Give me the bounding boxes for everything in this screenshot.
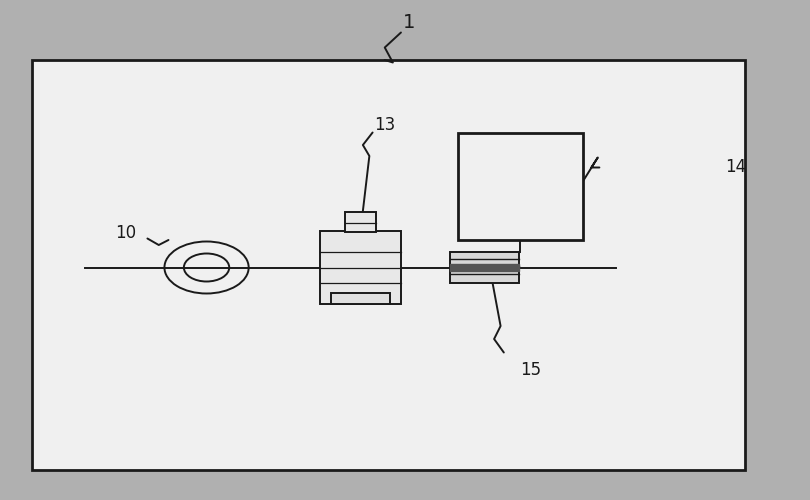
Bar (345, 212, 376, 232)
Text: 15: 15 (520, 361, 541, 379)
Text: 13: 13 (374, 116, 395, 134)
Bar (32, 60, 745, 470)
Text: 10: 10 (115, 224, 136, 242)
Bar (450, 252, 518, 283)
Bar (331, 293, 390, 304)
Text: 1: 1 (403, 13, 416, 32)
Bar (320, 231, 401, 304)
Bar (458, 132, 583, 240)
Text: 14: 14 (725, 158, 746, 176)
